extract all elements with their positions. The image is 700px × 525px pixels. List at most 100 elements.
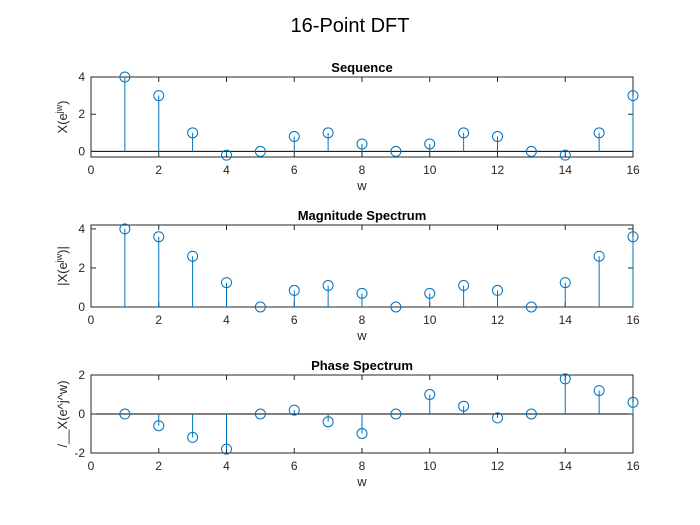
stem-marker — [322, 127, 334, 139]
stem-marker — [119, 408, 131, 420]
x-tick-label: 10 — [423, 313, 437, 327]
x-tick-label: 10 — [423, 459, 437, 473]
stem-marker — [288, 284, 300, 296]
stem-marker — [627, 90, 639, 102]
y-label-sup: jw — [54, 253, 64, 263]
stem-marker — [119, 71, 131, 83]
stem-marker — [153, 420, 165, 432]
stem-marker — [187, 250, 199, 262]
stem-marker — [559, 149, 571, 161]
x-tick-label: 4 — [223, 313, 230, 327]
stem-marker — [356, 287, 368, 299]
x-tick-label: 4 — [223, 163, 230, 177]
x-tick-label: 8 — [359, 163, 366, 177]
stem-marker — [254, 145, 266, 157]
stem-marker — [525, 301, 537, 313]
x-tick-label: 4 — [223, 459, 230, 473]
y-axis-label: /__X(e^j^w) — [55, 380, 70, 447]
stem-marker — [458, 280, 470, 292]
y-label-base: X(e — [55, 113, 70, 133]
y-tick-label: 0 — [78, 407, 85, 421]
x-tick-label: 10 — [423, 163, 437, 177]
stem-marker — [390, 301, 402, 313]
stem-marker — [424, 138, 436, 150]
x-tick-label: 16 — [626, 163, 640, 177]
y-tick-label: 2 — [78, 107, 85, 121]
stem-marker — [187, 431, 199, 443]
x-tick-label: 16 — [626, 459, 640, 473]
stem-marker — [525, 145, 537, 157]
stem-marker — [390, 408, 402, 420]
x-tick-label: 0 — [88, 459, 95, 473]
stem-marker — [221, 443, 232, 455]
stem-marker — [187, 127, 199, 139]
stem-marker — [254, 301, 266, 313]
subplot-title: Phase Spectrum — [311, 358, 413, 373]
y-tick-label: 2 — [78, 261, 85, 275]
stem-marker — [424, 389, 436, 400]
x-axis-label: w — [356, 328, 367, 343]
x-tick-label: 0 — [88, 163, 95, 177]
x-tick-label: 2 — [155, 459, 162, 473]
y-axis-label: |X(ejw)| — [54, 246, 70, 286]
stem-marker — [458, 400, 470, 412]
axes-box — [90, 76, 634, 158]
stem-marker — [492, 131, 503, 143]
stem-marker — [424, 287, 436, 299]
stem-marker — [559, 373, 571, 385]
x-tick-label: 8 — [359, 459, 366, 473]
stem-marker — [593, 250, 605, 262]
stem-marker — [119, 223, 131, 235]
y-tick-label: 4 — [78, 70, 85, 84]
x-axis-label: w — [356, 178, 367, 193]
stem-marker — [627, 396, 639, 408]
x-tick-label: 8 — [359, 313, 366, 327]
figure-title: 16-Point DFT — [291, 15, 410, 37]
stem-marker — [322, 280, 334, 292]
y-label-tail: ) — [55, 100, 70, 104]
y-tick-label: 0 — [78, 144, 85, 158]
x-tick-label: 2 — [155, 313, 162, 327]
x-tick-label: 2 — [155, 163, 162, 177]
stem-marker — [288, 404, 300, 416]
stem-marker — [322, 416, 334, 428]
stem-marker — [153, 90, 165, 102]
x-tick-label: 14 — [559, 459, 573, 473]
stem-marker — [221, 277, 232, 289]
stem-marker — [492, 412, 503, 424]
stem-marker — [593, 385, 605, 397]
stem-marker — [356, 428, 368, 439]
stem-marker — [492, 284, 503, 296]
stem-marker — [153, 231, 165, 243]
y-tick-label: 2 — [78, 368, 85, 382]
x-tick-label: 6 — [291, 163, 298, 177]
stem-marker — [458, 127, 470, 139]
y-tick-label: 4 — [78, 222, 85, 236]
x-axis-label: w — [356, 474, 367, 489]
y-tick-label: -2 — [74, 446, 85, 460]
stem-marker — [559, 277, 571, 289]
subplot-1: 0 2 4 6 8 10 12 14 16 0 2 4 Sequence w X(ejw) — [54, 60, 640, 193]
x-tick-label: 16 — [626, 313, 640, 327]
x-tick-label: 0 — [88, 313, 95, 327]
x-tick-label: 12 — [491, 459, 505, 473]
stem-marker — [288, 131, 300, 143]
y-label-sup: jw — [54, 104, 64, 114]
y-label-base: |X(e — [55, 262, 70, 286]
x-tick-label: 12 — [491, 163, 505, 177]
y-axis-label: X(ejw) — [54, 100, 70, 133]
y-label-tail: )| — [55, 246, 70, 254]
stem-marker — [221, 149, 232, 161]
subplot-title: Sequence — [331, 60, 392, 75]
stem-marker — [254, 408, 266, 420]
x-tick-label: 14 — [559, 163, 573, 177]
y-label-base: /__X(e^j^w) — [55, 380, 70, 447]
stem-marker — [525, 408, 537, 420]
stem-marker — [390, 145, 402, 157]
y-tick-label: 0 — [78, 300, 85, 314]
subplot-title: Magnitude Spectrum — [298, 208, 427, 223]
x-tick-label: 6 — [291, 459, 298, 473]
stem-marker — [356, 138, 368, 150]
